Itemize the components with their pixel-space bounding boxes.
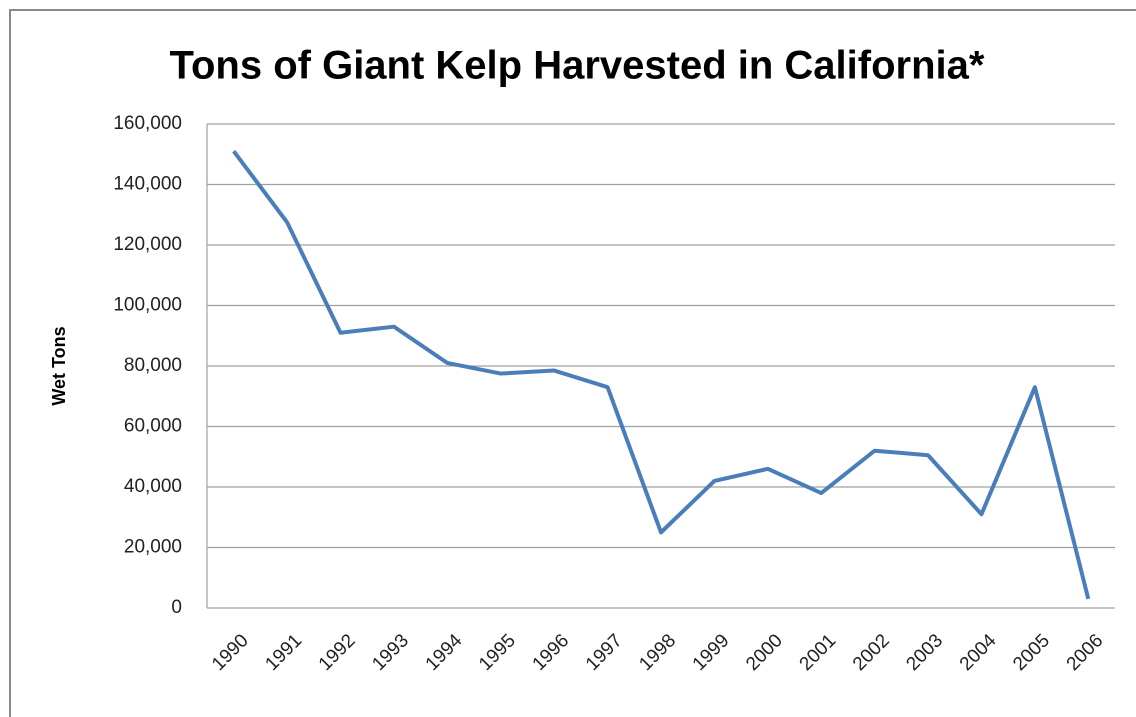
y-axis-label: Wet Tons (49, 326, 69, 405)
chart-title: Tons of Giant Kelp Harvested in Californ… (170, 44, 985, 88)
y-tick-label: 20,000 (124, 537, 182, 558)
y-tick-label: 0 (171, 597, 182, 618)
y-tick-label: 160,000 (113, 113, 182, 134)
y-tick-label: 140,000 (113, 174, 182, 195)
y-tick-label: 80,000 (124, 355, 182, 376)
y-tick-label: 60,000 (124, 416, 182, 437)
y-tick-label: 100,000 (113, 295, 182, 316)
chart-border (9, 9, 1136, 717)
y-tick-label: 120,000 (113, 234, 182, 255)
data-line (232, 150, 1091, 600)
y-tick-label: 40,000 (124, 476, 182, 497)
